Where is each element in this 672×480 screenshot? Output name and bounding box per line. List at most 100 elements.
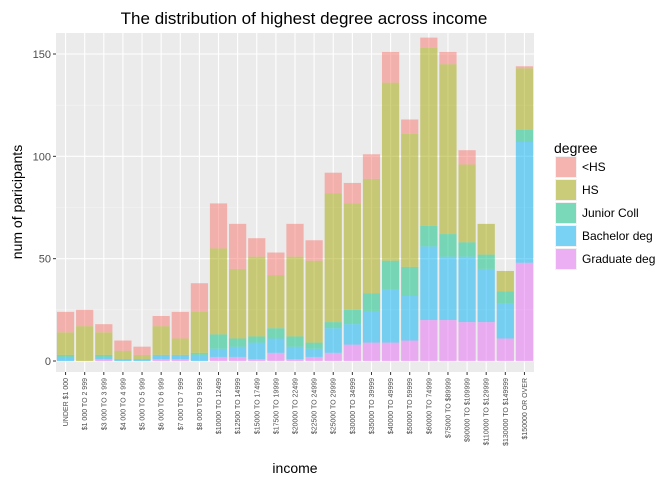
bar-segment [76, 326, 94, 361]
bar-segment [324, 193, 342, 323]
bar-segment [286, 256, 304, 337]
bar-segment [286, 223, 304, 257]
bar-segment [248, 256, 266, 337]
y-tick-label: 100 [33, 151, 51, 163]
bar-segment [305, 342, 323, 349]
bar-segment [439, 51, 457, 65]
bar-segment [248, 358, 266, 361]
bar-segment [56, 332, 75, 355]
x-axis-title: income [272, 460, 317, 476]
bar-segment [114, 340, 132, 351]
legend-label: HS [582, 183, 599, 197]
bar-segment [381, 342, 400, 361]
bar-segment [267, 275, 285, 329]
y-tick-label: 0 [45, 356, 51, 368]
bar-segment [343, 324, 361, 345]
x-tick-label: $15000 TO 17499 [254, 378, 261, 434]
bar-segment [362, 178, 381, 294]
x-tick-label: $50000 TO 59999 [407, 378, 414, 434]
x-tick-label: $35000 TO 39999 [369, 378, 376, 434]
bar-segment [133, 346, 151, 355]
bar-segment [458, 150, 476, 165]
bar-segment [171, 358, 189, 361]
bar-segment [458, 322, 476, 361]
x-axis: UNDER $1 000 $1 000 TO 2 999 $3 000 TO 3 9… [63, 372, 529, 446]
bar-segment [190, 311, 209, 353]
bar-segment [496, 303, 514, 339]
bar-segment [362, 293, 381, 312]
bar-segment [324, 322, 342, 329]
bar-segment [343, 203, 361, 310]
bar-segment [190, 354, 209, 361]
x-tick-label: $75000 TO $89999 [445, 378, 452, 438]
bar-segment [114, 358, 132, 361]
bar-segment [229, 268, 247, 339]
bar-segment [190, 352, 209, 355]
x-tick-label: $90000 TO $109999 [465, 378, 472, 442]
bar-segment [477, 254, 495, 269]
bar-segment [477, 223, 495, 255]
bar-segment [515, 66, 534, 69]
bar-segment [305, 240, 323, 261]
bar-segment [401, 295, 419, 341]
bar-segment [190, 283, 209, 312]
bar-segment [286, 358, 304, 361]
bar-segment [477, 268, 495, 323]
bar-segment [171, 311, 189, 339]
bar-segment [95, 354, 113, 357]
legend: degree <HS HS Junior Coll Bachelor deg Gradu… [554, 140, 655, 270]
legend-key [556, 180, 576, 200]
x-tick-label: $40000 TO 49999 [388, 378, 395, 434]
bar-segment [401, 133, 419, 267]
bar-segment [362, 311, 381, 343]
bar-segment [439, 234, 457, 257]
bar-segment [381, 51, 400, 83]
bar-segment [496, 338, 514, 361]
bar-segment [362, 342, 381, 361]
bar-segment [95, 356, 113, 359]
bar-segment [496, 270, 514, 292]
x-tick-label: $60000 TO 74999 [426, 378, 433, 434]
bar-segment [439, 64, 457, 235]
legend-label: Graduate deg [582, 252, 655, 266]
chart-title: The distribution of highest degree acros… [121, 9, 488, 28]
bar-segment [152, 315, 170, 327]
bar-segment [133, 354, 151, 359]
x-tick-label: $150000 OR OVER [522, 378, 529, 439]
bar-segment [248, 342, 266, 359]
bar-segment [515, 129, 534, 143]
bar-segment [515, 142, 534, 263]
legend-label: Bachelor deg [582, 229, 653, 243]
bar-segment [248, 238, 266, 257]
bar-segment [171, 354, 189, 359]
x-tick-label: $8 000 TO 9 999 [197, 378, 204, 430]
bar-segment [420, 225, 438, 247]
bar-segment [56, 356, 75, 361]
bar-segment [420, 320, 438, 361]
x-tick-label: $20000 TO 22499 [293, 378, 300, 434]
y-axis-title: num of paricipants [9, 145, 25, 259]
x-tick-label: $22500 TO 24999 [312, 378, 319, 434]
bar-segment [267, 352, 285, 361]
bar-segment [209, 356, 228, 361]
x-tick-label: $17500 TO 19999 [273, 378, 280, 434]
bar-segment [248, 336, 266, 343]
bar-segment [381, 289, 400, 343]
bar-segment [324, 352, 342, 361]
x-tick-label: $130000 TO $149999 [503, 378, 510, 446]
bar-segment [229, 338, 247, 347]
legend-key [556, 203, 576, 223]
bar-segment [420, 47, 438, 226]
bar-segment [133, 358, 151, 361]
y-tick-label: 150 [33, 49, 51, 61]
bar-segment [401, 119, 419, 134]
bar-segment [477, 322, 495, 361]
bar-segment [324, 172, 342, 194]
y-tick-label: 50 [39, 254, 51, 266]
bar-segment [171, 338, 189, 355]
bar-segment [401, 340, 419, 361]
bar-segment [458, 242, 476, 257]
x-tick-label: UNDER $1 000 [63, 378, 70, 426]
bar-segment [152, 358, 170, 361]
